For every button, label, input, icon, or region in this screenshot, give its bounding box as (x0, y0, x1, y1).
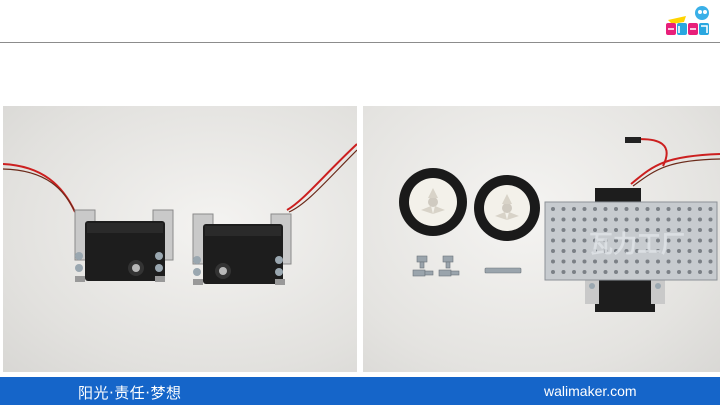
chassis-plate: 瓦力工厂 (544, 201, 718, 281)
photo-servos (3, 106, 357, 372)
wheel-left (399, 168, 467, 236)
servo-right (192, 213, 292, 285)
servo-left (74, 209, 174, 282)
screws (412, 255, 522, 277)
brand-logo (662, 4, 712, 40)
wheel-right (474, 175, 540, 241)
footer-website-link[interactable]: walimaker.com (544, 383, 637, 399)
header-divider (0, 42, 720, 43)
footer-slogan: 阳光·责任·梦想 (78, 384, 182, 402)
photo-chassis-parts: 瓦力工厂 (363, 106, 720, 372)
svg-text:瓦力工厂: 瓦力工厂 (589, 230, 685, 258)
footer-bar (0, 377, 720, 405)
